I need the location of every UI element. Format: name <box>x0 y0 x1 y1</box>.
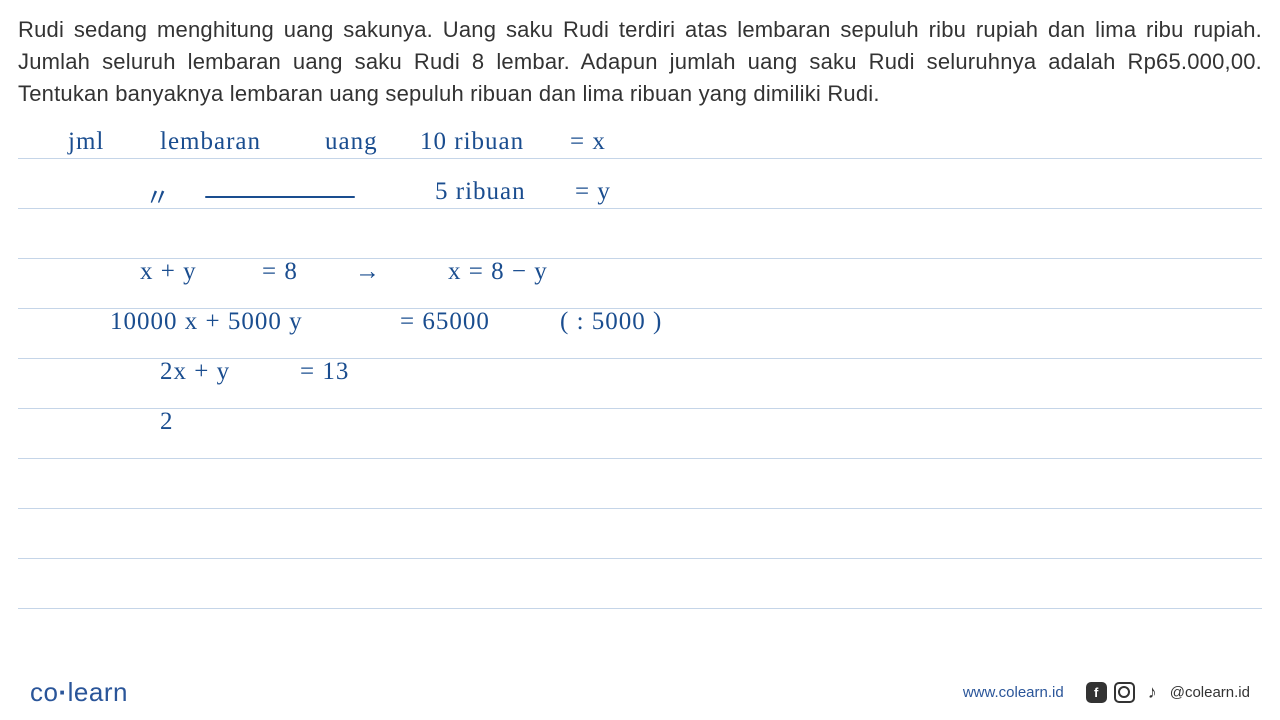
ruled-paper-area <box>0 118 1280 660</box>
handwritten-text: ( : 5000 ) <box>560 308 662 336</box>
facebook-icon: f <box>1086 682 1107 703</box>
rule-line <box>18 158 1262 159</box>
footer: co·learn www.colearn.id f ♪ @colearn.id <box>0 664 1280 720</box>
rule-line <box>18 408 1262 409</box>
handwritten-text: x = 8 − y <box>448 258 548 286</box>
handwritten-text: = 13 <box>300 358 349 386</box>
handwritten-text: 10000 x + 5000 y <box>110 308 303 336</box>
rule-line <box>18 458 1262 459</box>
rule-line <box>18 558 1262 559</box>
handwritten-text: x + y <box>140 258 197 286</box>
handwritten-text: lembaran <box>160 128 261 156</box>
arrow-icon: → <box>355 258 380 286</box>
handwritten-text: uang <box>325 128 378 156</box>
handwritten-text: 10 ribuan <box>420 128 524 156</box>
brand-logo: co·learn <box>30 677 128 708</box>
handwritten-text: 2 <box>160 408 174 436</box>
logo-dot: · <box>58 677 67 707</box>
rule-line <box>18 608 1262 609</box>
tiktok-icon: ♪ <box>1142 682 1163 703</box>
handwritten-text: = 65000 <box>400 308 490 336</box>
handwritten-text: = y <box>575 178 611 206</box>
footer-right: www.colearn.id f ♪ @colearn.id <box>963 682 1250 703</box>
rule-line <box>18 258 1262 259</box>
handwritten-text: = 8 <box>262 258 298 286</box>
social-block: f ♪ @colearn.id <box>1086 682 1250 703</box>
handwritten-text: jml <box>68 128 104 156</box>
ditto-mark-line <box>205 196 355 198</box>
rule-line <box>18 508 1262 509</box>
logo-pre: co <box>30 677 58 707</box>
handwritten-text: 5 ribuan <box>435 178 526 206</box>
handwritten-text: = x <box>570 128 606 156</box>
rule-line <box>18 208 1262 209</box>
website-url: www.colearn.id <box>963 684 1064 701</box>
logo-post: learn <box>68 677 128 707</box>
handwritten-text: 〃 <box>145 178 171 214</box>
handwritten-text: 2x + y <box>160 358 230 386</box>
instagram-icon <box>1114 682 1135 703</box>
social-handle: @colearn.id <box>1170 684 1250 701</box>
problem-statement: Rudi sedang menghitung uang sakunya. Uan… <box>0 0 1280 120</box>
